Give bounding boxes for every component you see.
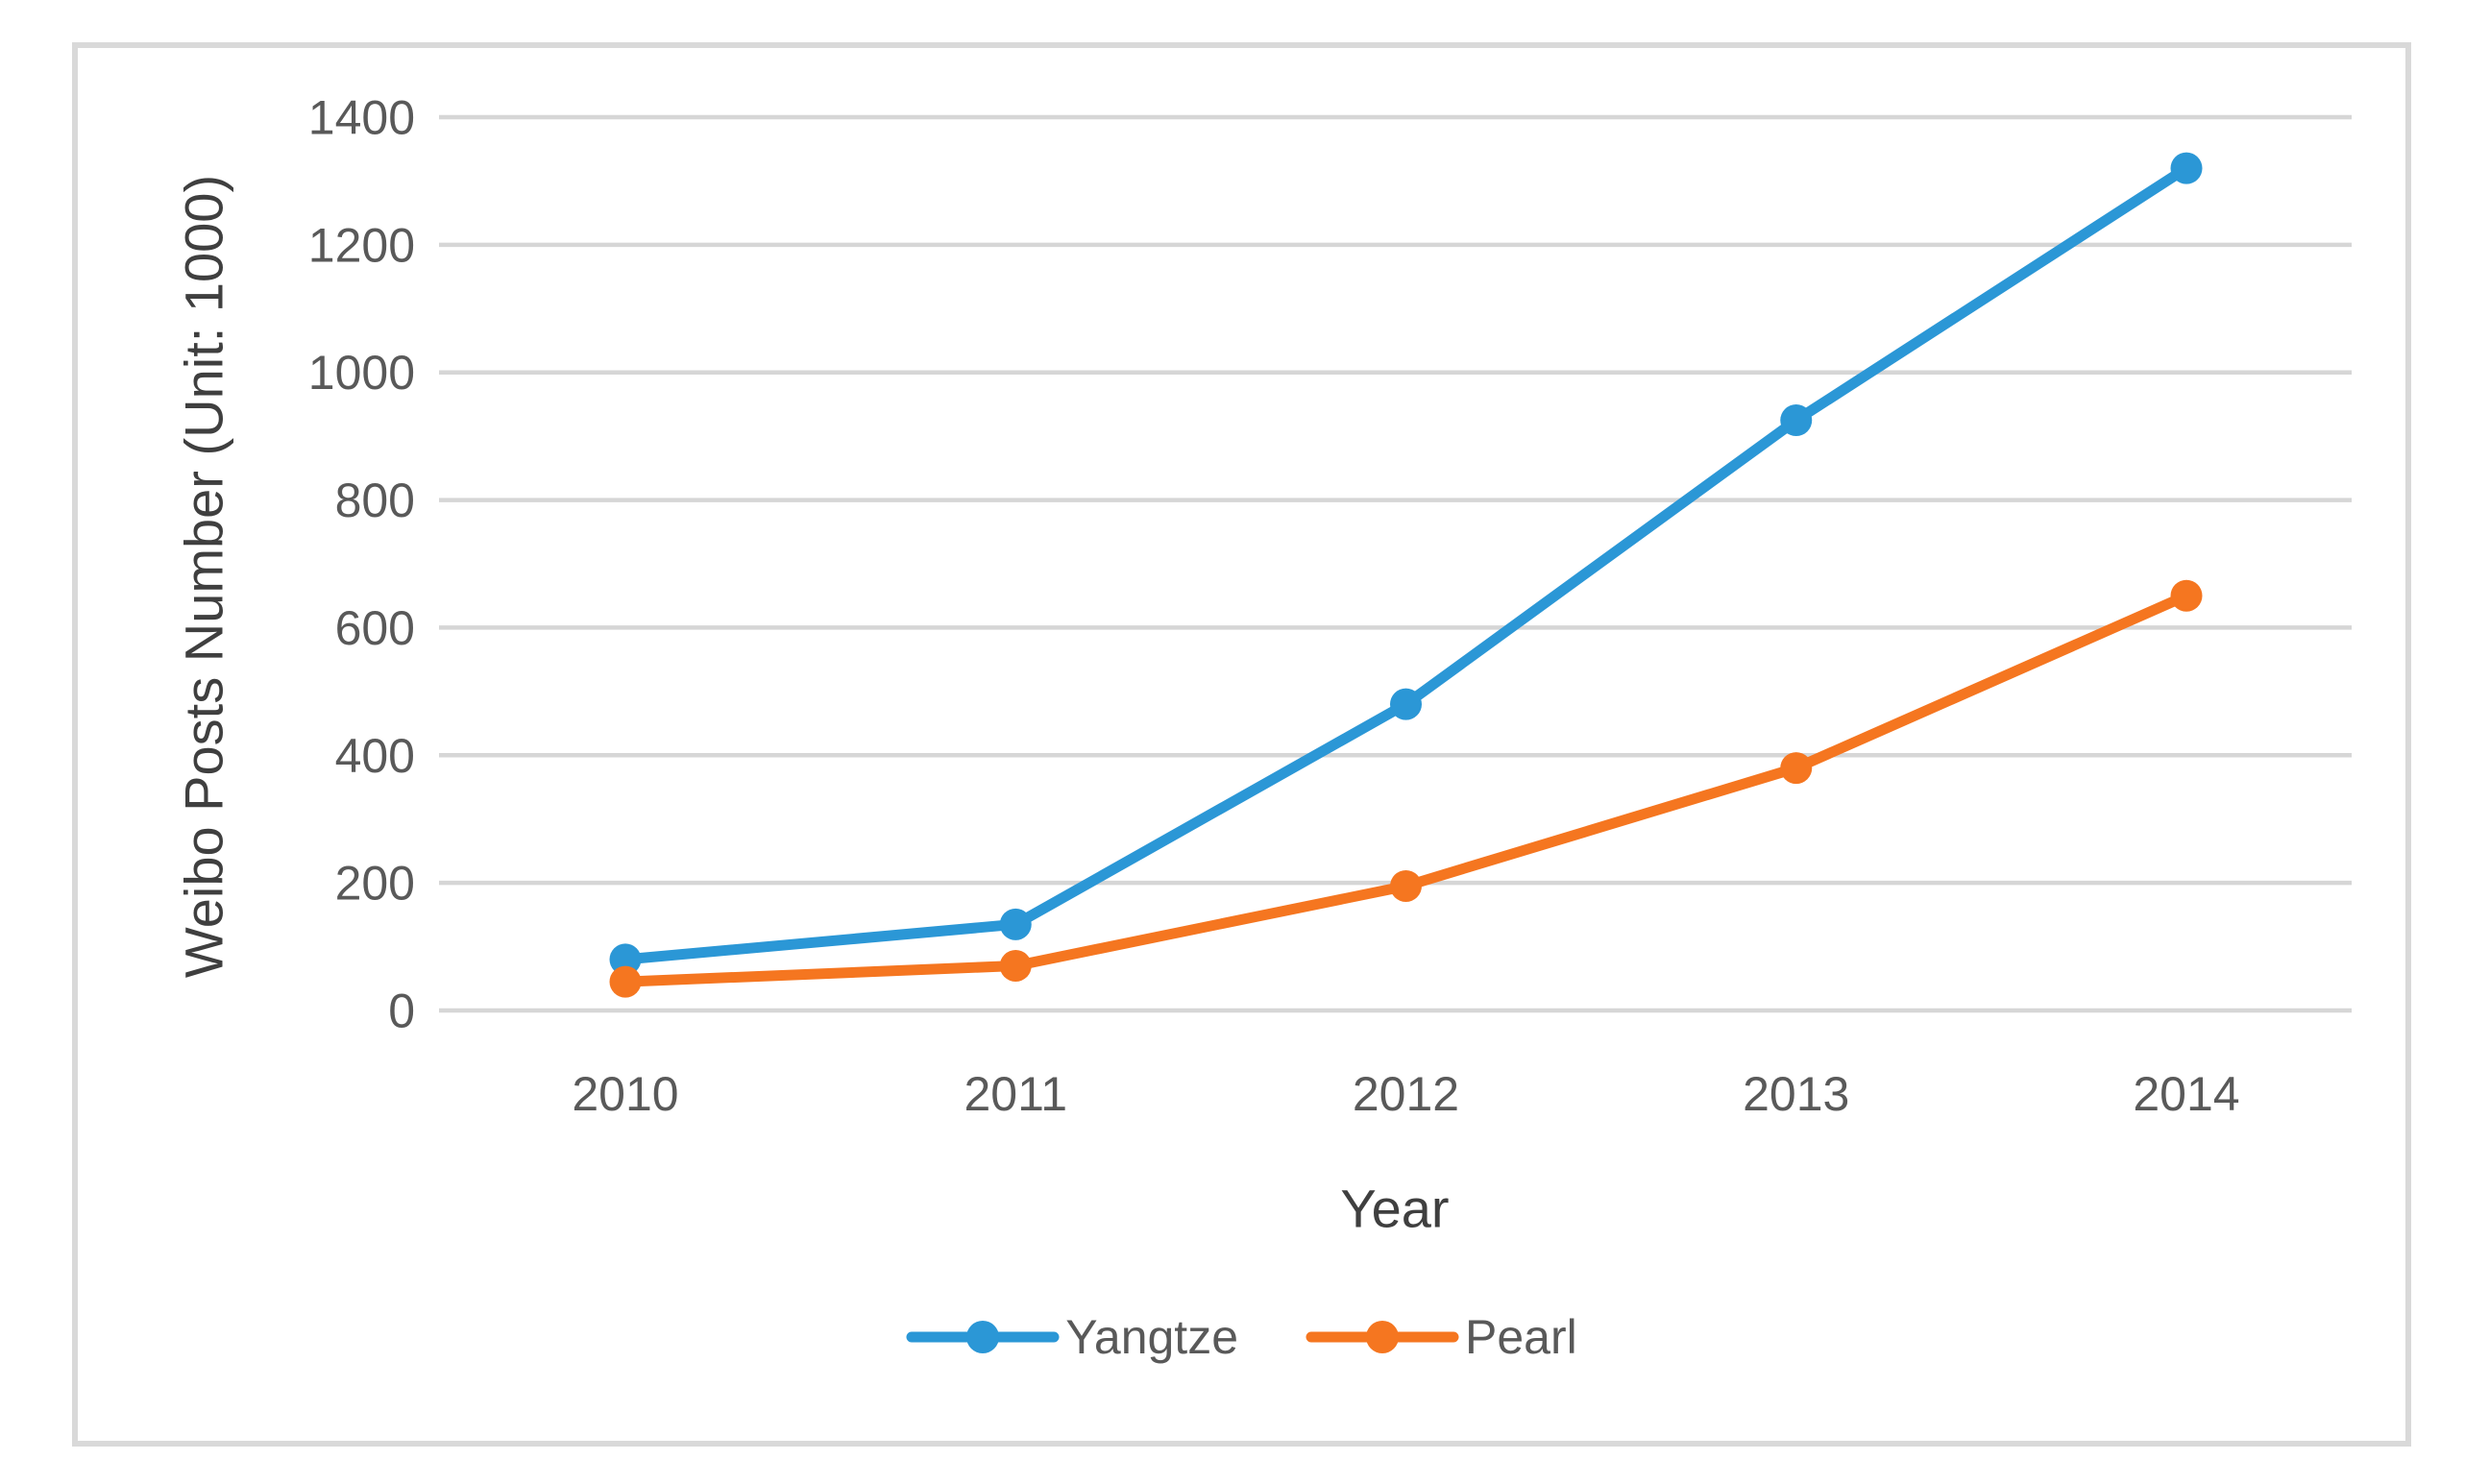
y-tick-label: 800 xyxy=(335,474,415,527)
data-point-pearl-2014 xyxy=(2170,579,2203,612)
x-axis-title: Year xyxy=(1340,1178,1450,1239)
x-tick-label: 2010 xyxy=(572,1067,678,1121)
x-tick-label: 2012 xyxy=(1353,1067,1459,1121)
y-axis-title: Weibo Posts Number (Unit: 1000) xyxy=(173,174,234,979)
data-point-pearl-2013 xyxy=(1780,752,1813,785)
legend-label-pearl: Pearl xyxy=(1465,1310,1577,1364)
y-tick-label: 200 xyxy=(335,857,415,911)
data-point-pearl-2012 xyxy=(1390,869,1422,902)
x-tick-labels: 2010 2011 2012 2013 2014 xyxy=(572,1067,2239,1121)
gridlines xyxy=(439,114,2352,1013)
legend-swatch-pearl-icon xyxy=(1306,1321,1459,1353)
data-point-yangtze-2014 xyxy=(2170,152,2203,184)
legend-label-yangtze: Yangtze xyxy=(1065,1310,1239,1364)
data-point-pearl-2010 xyxy=(609,965,642,998)
legend: Yangtze Pearl xyxy=(72,1309,2411,1365)
legend-swatch-yangtze-icon xyxy=(906,1321,1060,1353)
x-tick-label: 2014 xyxy=(2133,1067,2239,1121)
y-tick-label: 0 xyxy=(388,985,415,1038)
y-tick-label: 1000 xyxy=(308,346,415,400)
x-tick-label: 2013 xyxy=(1743,1067,1849,1121)
y-tick-label: 1200 xyxy=(308,218,415,272)
series-line-pearl xyxy=(620,590,2192,987)
data-point-yangtze-2013 xyxy=(1780,404,1813,437)
series-line-yangtze xyxy=(620,162,2192,965)
y-tick-label: 600 xyxy=(335,601,415,655)
y-tick-labels: 0 200 400 600 800 1000 1200 1400 xyxy=(308,91,415,1038)
data-point-yangtze-2012 xyxy=(1390,688,1422,720)
data-point-pearl-2011 xyxy=(999,950,1032,982)
legend-item-yangtze: Yangtze xyxy=(906,1309,1238,1365)
x-tick-label: 2011 xyxy=(964,1067,1067,1121)
y-tick-label: 400 xyxy=(335,729,415,783)
series-yangtze xyxy=(609,152,2203,976)
legend-item-pearl: Pearl xyxy=(1306,1309,1577,1365)
y-tick-label: 1400 xyxy=(308,91,415,145)
series-pearl xyxy=(609,579,2203,998)
data-point-yangtze-2010 xyxy=(609,943,642,976)
data-point-yangtze-2011 xyxy=(999,908,1032,940)
